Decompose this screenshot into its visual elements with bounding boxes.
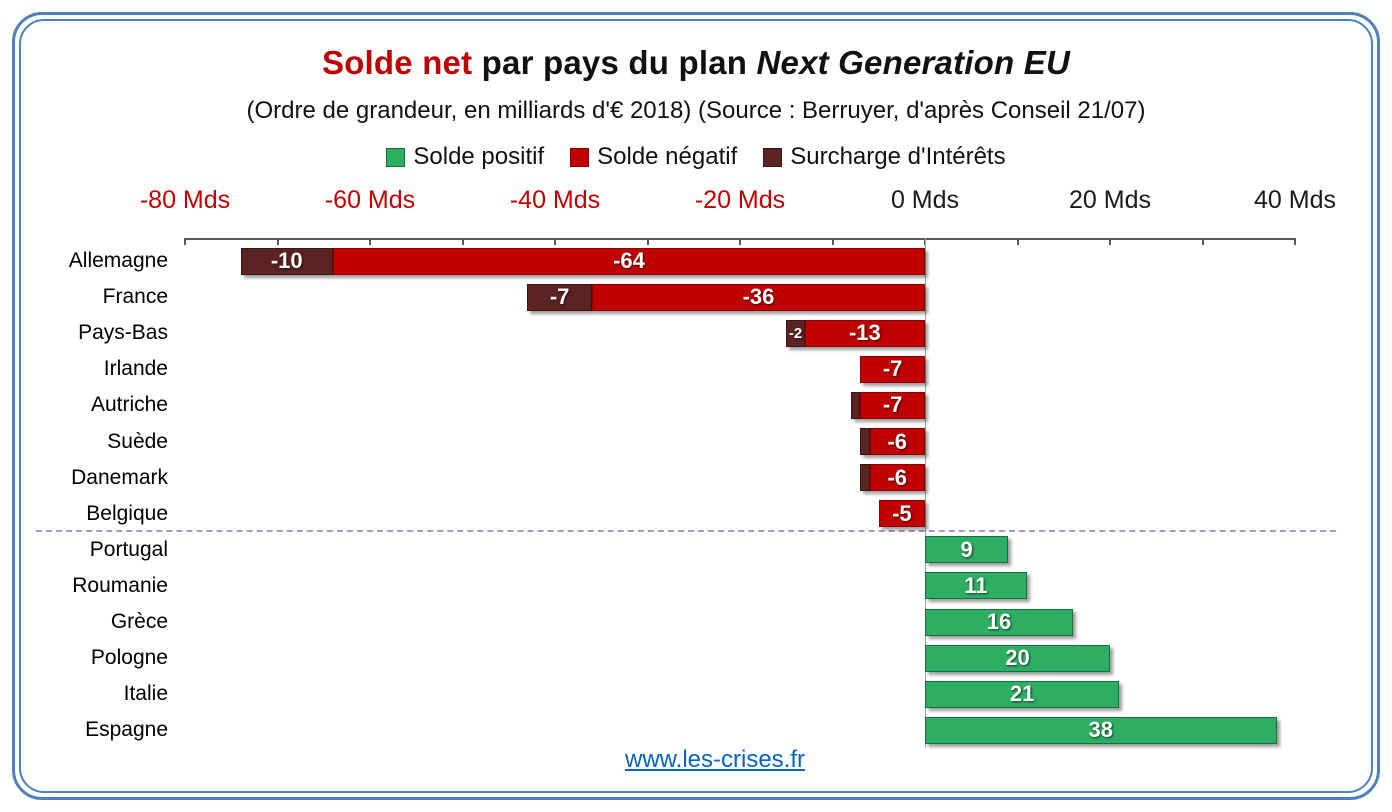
x-axis-tick-label: 40 Mds	[1254, 186, 1336, 214]
x-axis-tick	[739, 238, 741, 245]
legend-swatch-positive-icon	[386, 147, 406, 167]
bar-value-label: -36	[742, 284, 775, 310]
bar-italie-positive: 21	[925, 680, 1120, 708]
bar-value-label: -7	[882, 392, 903, 418]
bar-allemagne-interest: -10	[240, 247, 333, 275]
bar-espagne-positive: 38	[925, 716, 1277, 744]
page-subtitle: (Ordre de grandeur, en milliards d'€ 201…	[246, 97, 1146, 124]
bar-value-label: 9	[960, 536, 973, 562]
category-label-irlande: Irlande	[103, 357, 168, 381]
legend-item-interest: Surcharge d'Intérêts	[763, 143, 1006, 171]
x-axis-tick	[461, 238, 464, 245]
category-label-espagne: Espagne	[85, 718, 168, 742]
legend-label-interest: Surcharge d'Intérêts	[790, 143, 1006, 170]
bar-value-label: -5	[892, 500, 912, 526]
category-label-belgique: Belgique	[86, 501, 168, 525]
bar-value-label: 38	[1088, 717, 1113, 743]
category-label-pologne: Pologne	[90, 646, 168, 670]
category-label-pays-bas: Pays-Bas	[78, 321, 168, 345]
category-label-danemark: Danemark	[71, 465, 168, 489]
legend-swatch-interest-icon	[763, 147, 783, 167]
x-axis-tick	[1016, 238, 1019, 245]
zero-gridline	[925, 238, 926, 748]
bar-value-label: -64	[613, 248, 645, 273]
x-axis-tick	[276, 238, 279, 245]
bar-value-label: 16	[986, 609, 1012, 634]
x-axis-tick-label: -40 Mds	[509, 186, 601, 214]
legend-swatch-negative-icon	[570, 147, 590, 167]
bar-value-label: -2	[788, 324, 803, 342]
x-axis-tick	[369, 238, 371, 245]
bar-allemagne-negative: -64	[333, 247, 925, 275]
title-middle: par pays du plan	[472, 44, 757, 81]
x-axis-tick-label: -20 Mds	[694, 186, 786, 214]
bar-autriche-negative: -7	[860, 391, 925, 419]
legend-label-positive: Solde positif	[413, 143, 545, 170]
bar-value-label: -7	[549, 284, 570, 310]
title-italic: Next Generation EU	[756, 44, 1070, 81]
x-axis-tick	[1109, 238, 1111, 245]
x-axis-tick	[554, 238, 556, 245]
bar-value-label: -6	[887, 428, 908, 454]
bar-value-label: 21	[1009, 681, 1035, 707]
legend-item-negative: Solde négatif	[570, 143, 737, 171]
bar-value-label: 20	[1005, 645, 1030, 671]
bar-irlande-negative: -7	[860, 355, 925, 383]
les-crises-link[interactable]: www.les-crises.fr	[624, 746, 805, 773]
category-label-autriche: Autriche	[90, 393, 168, 417]
page-title: Solde net par pays du plan Next Generati…	[0, 44, 1392, 82]
chart-legend: Solde positif Solde négatif Surcharge d'In…	[0, 143, 1392, 171]
x-axis-tick	[1201, 238, 1204, 245]
bar-france-negative: -36	[592, 283, 925, 311]
bar-pays-bas-negative: -13	[804, 319, 925, 347]
bar-gr-ce-positive: 16	[925, 608, 1073, 636]
positive-negative-separator	[36, 529, 1336, 532]
x-axis-tick	[646, 238, 649, 245]
footer: www.les-crises.fr	[530, 746, 900, 774]
legend-item-positive: Solde positif	[386, 143, 544, 171]
category-label-su-de: Suède	[107, 429, 168, 453]
x-axis-tick-label: -60 Mds	[324, 186, 416, 214]
category-label-gr-ce: Grèce	[110, 610, 168, 633]
bar-value-label: -10	[270, 248, 303, 273]
category-label-allemagne: Allemagne	[68, 249, 168, 272]
bar-autriche-interest	[851, 391, 861, 419]
category-label-france: France	[102, 285, 168, 309]
x-axis-tick	[831, 238, 834, 245]
x-axis-tick	[1294, 238, 1296, 245]
bar-danemark-negative: -6	[869, 464, 925, 492]
title-accent: Solde net	[321, 44, 473, 81]
bar-portugal-positive: 9	[925, 536, 1009, 564]
category-label-portugal: Portugal	[89, 537, 168, 561]
bar-su-de-interest	[860, 428, 870, 455]
bar-danemark-interest	[860, 464, 870, 492]
bar-value-label: -6	[887, 464, 908, 490]
x-axis-tick-label: 20 Mds	[1069, 186, 1151, 214]
bar-su-de-negative: -6	[869, 428, 925, 455]
bar-france-interest: -7	[527, 283, 592, 311]
bar-belgique-negative: -5	[878, 500, 925, 528]
x-axis-tick-label: -80 Mds	[139, 186, 231, 214]
x-axis-tick	[184, 238, 186, 245]
bar-value-label: -7	[882, 356, 903, 382]
bar-value-label: 11	[964, 572, 988, 598]
bar-pologne-positive: 20	[925, 644, 1110, 672]
category-label-italie: Italie	[123, 682, 168, 706]
category-label-roumanie: Roumanie	[72, 573, 168, 597]
bar-roumanie-positive: 11	[925, 572, 1027, 600]
x-axis-tick-label: 0 Mds	[890, 186, 960, 214]
legend-label-negative: Solde négatif	[597, 143, 738, 170]
bar-pays-bas-interest: -2	[786, 319, 805, 347]
bar-value-label: -13	[848, 320, 881, 346]
